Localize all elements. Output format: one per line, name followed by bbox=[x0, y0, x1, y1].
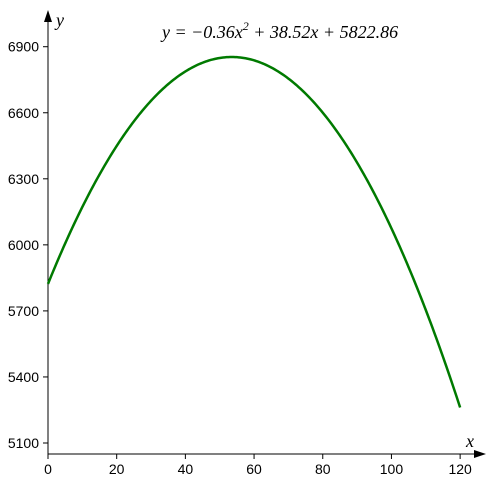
y-tick-label: 6000 bbox=[8, 237, 39, 253]
x-tick-label: 0 bbox=[44, 461, 52, 477]
x-tick-label: 100 bbox=[380, 461, 404, 477]
x-axis-label: x bbox=[465, 431, 474, 451]
series-layer bbox=[46, 55, 462, 408]
equation-suffix: + 38.52x + 5822.86 bbox=[249, 22, 398, 42]
x-tick-label: 40 bbox=[178, 461, 194, 477]
axes bbox=[44, 10, 486, 458]
x-ticks: 0 20 40 60 80 100 120 bbox=[44, 454, 472, 477]
y-tick-label: 6600 bbox=[8, 105, 39, 121]
y-tick-label: 6900 bbox=[8, 39, 39, 55]
x-tick-label: 60 bbox=[246, 461, 262, 477]
y-axis-arrow bbox=[44, 10, 52, 22]
y-ticks: 5100 5400 5700 6000 6300 6600 6900 bbox=[8, 39, 48, 451]
y-tick-label: 6300 bbox=[8, 171, 39, 187]
y-tick-label: 5700 bbox=[8, 303, 39, 319]
equation-prefix: y = −0.36x bbox=[160, 22, 243, 42]
y-tick-label: 5100 bbox=[8, 435, 39, 451]
series-curve bbox=[46, 55, 462, 408]
x-tick-label: 80 bbox=[315, 461, 331, 477]
x-axis-arrow bbox=[474, 450, 486, 458]
x-tick-label: 20 bbox=[109, 461, 125, 477]
y-tick-label: 5400 bbox=[8, 369, 39, 385]
x-tick-label: 120 bbox=[448, 461, 472, 477]
y-axis-label: y bbox=[54, 10, 64, 30]
equation-exponent: 2 bbox=[243, 19, 249, 33]
equation-label: y = −0.36x2 + 38.52x + 5822.86 bbox=[160, 19, 398, 42]
